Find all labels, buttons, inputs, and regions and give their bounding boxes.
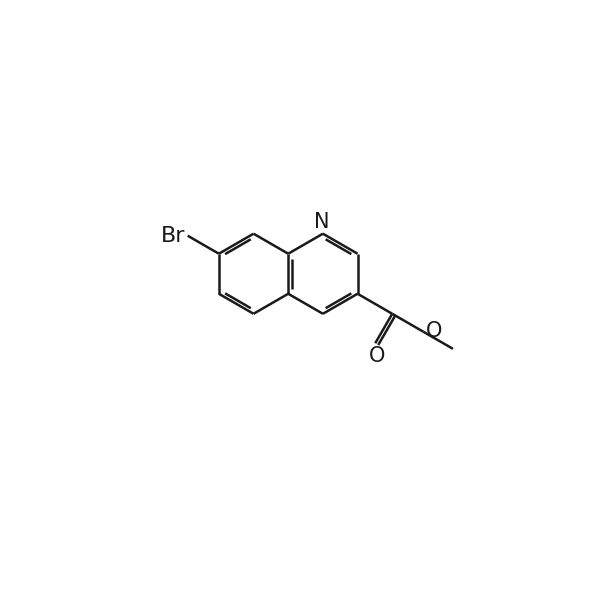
Text: Br: Br — [161, 226, 185, 246]
Text: O: O — [368, 346, 385, 367]
Text: N: N — [314, 212, 330, 232]
Text: O: O — [426, 321, 442, 341]
